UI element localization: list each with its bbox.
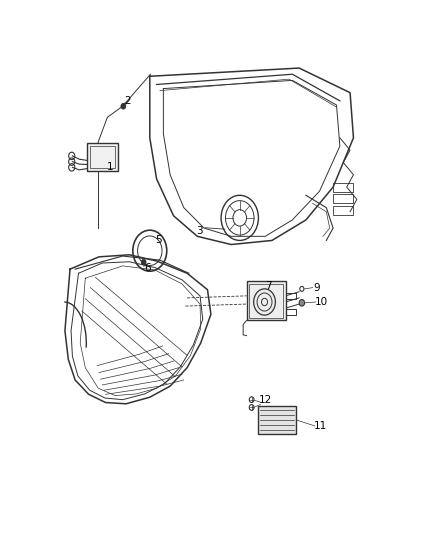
Text: 10: 10 (314, 297, 328, 307)
Text: 7: 7 (265, 280, 271, 290)
Bar (286, 309, 296, 315)
Text: 1: 1 (107, 163, 113, 172)
Bar (333, 206, 353, 215)
Text: 5: 5 (155, 235, 162, 245)
Bar (258, 406, 296, 434)
Circle shape (141, 260, 146, 265)
Circle shape (299, 300, 304, 306)
Bar (249, 284, 283, 318)
Bar (247, 281, 286, 320)
Text: 11: 11 (314, 421, 327, 431)
Circle shape (121, 103, 126, 109)
Bar (333, 183, 353, 192)
Bar (286, 293, 296, 298)
Text: 12: 12 (258, 395, 272, 406)
Text: 9: 9 (314, 282, 320, 293)
Text: 3: 3 (196, 226, 202, 236)
Bar (333, 195, 353, 204)
Bar (87, 143, 117, 171)
Text: 2: 2 (124, 96, 131, 106)
Text: 6: 6 (144, 263, 150, 273)
Bar (90, 146, 115, 168)
